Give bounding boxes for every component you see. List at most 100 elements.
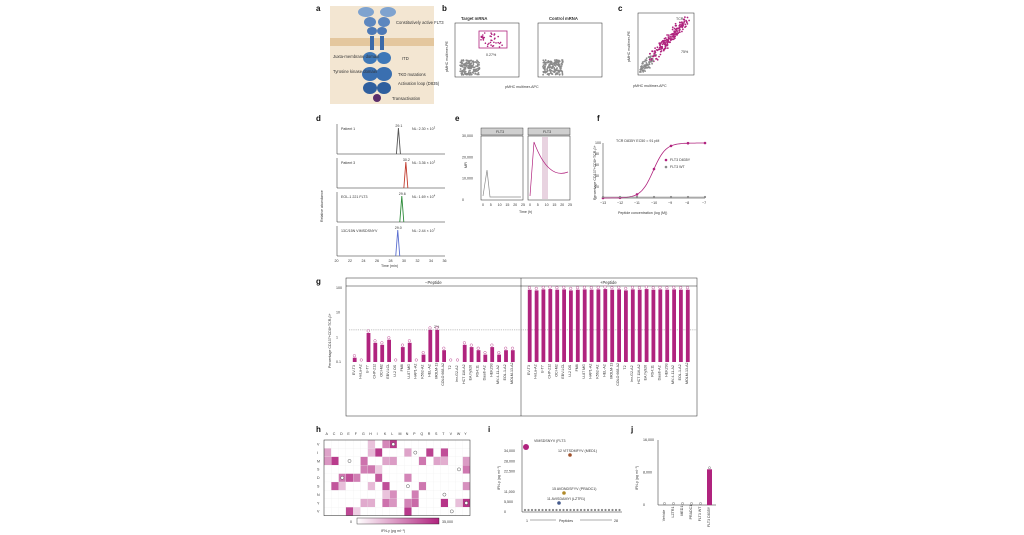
g-category-label: T2 <box>623 365 627 369</box>
b-xlabel: pMHC multimer-APC <box>505 85 539 89</box>
h-wt-marker <box>340 475 345 480</box>
h-wt-marker <box>464 501 469 505</box>
e-curve-wt <box>482 169 521 198</box>
c-dot <box>660 47 663 49</box>
c-dot <box>671 26 674 29</box>
e-xtick: 25 <box>521 203 525 207</box>
c-dot <box>684 16 686 18</box>
b-dot <box>555 61 558 63</box>
i-plot: 0 5,500 11,000 22,500 28,000 34,000 VIMSDSNYV … <box>497 439 622 523</box>
h-col-label: C <box>333 432 336 436</box>
g-bar <box>510 350 515 362</box>
h-cell <box>331 456 339 466</box>
h-cell <box>353 490 361 499</box>
g-category-label: HEL-A2 <box>427 364 431 377</box>
d-trace-nl-exp: 7 <box>434 228 436 232</box>
panel-i-label: i <box>488 425 490 434</box>
h-col-label: D <box>340 432 343 436</box>
h-cell <box>411 490 420 499</box>
b-dot <box>472 66 475 69</box>
h-cell <box>382 465 390 474</box>
i-point <box>593 508 597 512</box>
h-cell <box>323 498 332 508</box>
h-cell <box>367 465 376 474</box>
receptor-domain-3l <box>367 27 377 35</box>
g-point <box>589 286 593 290</box>
h-cell <box>455 439 463 449</box>
b-dot <box>476 59 478 62</box>
c-dot <box>671 33 673 35</box>
h-cell <box>338 490 347 499</box>
i-point <box>562 508 565 512</box>
h-col-label: V <box>450 432 453 436</box>
g-ytick: 10 <box>336 311 340 315</box>
d-trace-rt: 29.1 <box>395 124 402 128</box>
receptor-domain-3r <box>377 27 387 35</box>
h-cell <box>455 481 463 491</box>
g-point <box>469 343 473 347</box>
h-cell <box>418 456 427 466</box>
c-dot <box>666 47 669 49</box>
g-bar <box>651 289 656 362</box>
h-cell <box>418 448 427 457</box>
b-pos-dot <box>495 42 497 44</box>
b-dot <box>557 70 560 72</box>
b-dot <box>468 63 471 66</box>
h-cell <box>411 473 420 483</box>
g-point <box>596 285 600 289</box>
f-xtick: −11 <box>634 201 640 205</box>
h-cell <box>426 507 434 516</box>
h-cell <box>455 507 463 516</box>
d-ylabel: Relative abundance <box>320 190 324 222</box>
i-ytick: 0 <box>504 510 506 514</box>
h-cell <box>396 490 405 499</box>
h-cell <box>426 448 434 457</box>
b-pos-dot <box>483 32 486 34</box>
b-dot <box>469 59 472 62</box>
g-point <box>665 286 669 290</box>
b-gate-pct: 0.27% <box>486 53 497 57</box>
g-bar <box>435 329 440 362</box>
b-dot <box>468 61 471 64</box>
b-dot <box>556 73 559 75</box>
j-point <box>672 502 675 505</box>
g-point <box>373 339 377 343</box>
g-category-label: MOLM-13-A2 <box>685 362 689 384</box>
annotation-activation-loop: Activation loop (D835) <box>398 81 440 86</box>
d-peak <box>403 161 409 189</box>
h-cell <box>389 448 398 457</box>
h-cell <box>440 456 449 466</box>
c-dot <box>674 22 677 25</box>
f-xtick: −8 <box>685 201 689 205</box>
g-bar <box>575 289 580 362</box>
tm-right <box>380 36 384 50</box>
tkd-right <box>376 67 392 81</box>
c-dot <box>664 43 667 46</box>
b-dot <box>460 74 463 76</box>
b-pos-dot <box>486 45 489 48</box>
f-xtick: −12 <box>617 201 623 205</box>
h-cell <box>331 465 339 474</box>
c-dot <box>648 58 651 61</box>
b-dot <box>477 60 479 63</box>
h-cell <box>353 481 361 491</box>
i-point <box>558 508 562 512</box>
c-dot <box>675 32 678 35</box>
h-cell <box>367 498 376 508</box>
d-peak <box>395 127 401 155</box>
g-category-label: U-T7 <box>366 365 370 373</box>
g-bar <box>534 290 539 362</box>
j-ytick: 8,000 <box>643 471 652 475</box>
g-point <box>686 286 690 290</box>
h-col-label: T <box>442 432 445 436</box>
c-dot <box>659 45 662 48</box>
g-category-label: HeLa-A2 <box>534 364 538 378</box>
h-cell <box>455 473 463 483</box>
f-point-wt <box>635 195 639 199</box>
i-highlight-point <box>562 491 566 495</box>
h-cell <box>426 456 434 466</box>
c-dot <box>655 49 658 51</box>
d-xtick: 28 <box>389 259 393 263</box>
c-plot <box>637 12 695 76</box>
g-bar <box>541 289 546 362</box>
